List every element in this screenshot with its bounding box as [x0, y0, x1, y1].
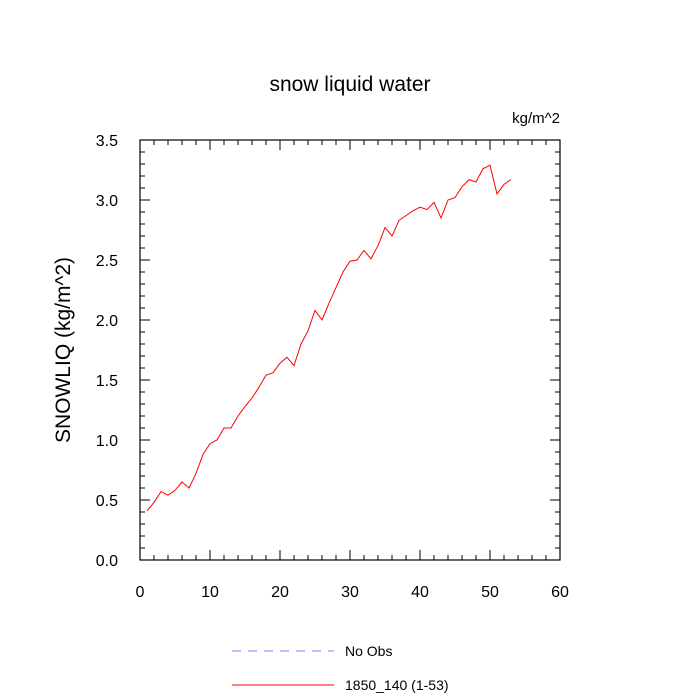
y-tick-label: 1.0 [96, 433, 118, 450]
x-tick-label: 20 [271, 584, 289, 601]
series-group [146, 164, 512, 512]
chart-title: snow liquid water [269, 73, 430, 96]
y-tick-label: 3.5 [96, 133, 118, 150]
x-tick-label: 50 [481, 584, 499, 601]
x-tick-label: 0 [136, 584, 145, 601]
units-label: kg/m^2 [512, 110, 560, 127]
y-tick-label: 0.0 [96, 553, 118, 570]
y-tick-label: 0.5 [96, 493, 118, 510]
y-axis-label: SNOWLIQ (kg/m^2) [52, 257, 75, 443]
series-line [146, 164, 512, 512]
legend: No Obs 1850_140 (1-53) [232, 643, 449, 693]
legend-label: No Obs [345, 643, 392, 659]
plot-frame [139, 139, 561, 561]
x-tick-label: 60 [551, 584, 569, 601]
y-tick-label: 3.0 [96, 193, 118, 210]
x-tick-label: 30 [341, 584, 359, 601]
axis-ticks [139, 139, 561, 561]
legend-label: 1850_140 (1-53) [345, 677, 449, 693]
y-tick-label: 1.5 [96, 373, 118, 390]
x-tick-label: 10 [201, 584, 219, 601]
y-tick-label: 2.0 [96, 313, 118, 330]
tick-labels: 0 10 20 30 40 50 60 0.0 0.5 1.0 1.5 2.0 2.5 3.0 3.5 [96, 133, 569, 601]
x-tick-label: 40 [411, 584, 429, 601]
y-tick-label: 2.5 [96, 253, 118, 270]
